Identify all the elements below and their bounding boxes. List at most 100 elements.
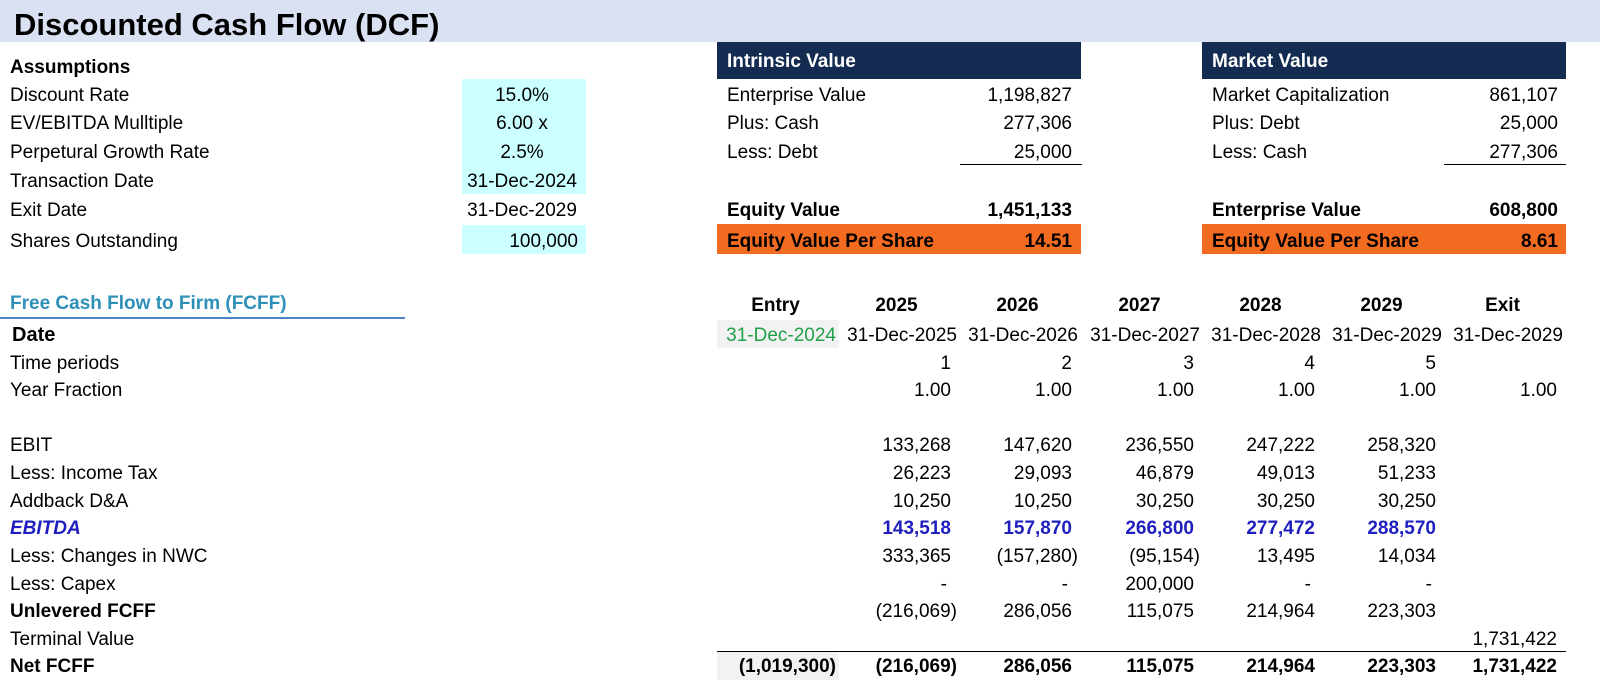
intrinsic-row-label: Plus: Cash [727,113,819,134]
intrinsic-per-share-band [717,224,1081,254]
time-periods-cell: 1 [940,353,951,374]
intrinsic-row-label: Less: Debt [727,142,818,163]
column-header: Exit [1485,295,1520,316]
less-income-tax-cell: 46,879 [1135,463,1194,484]
market-per-share-value: 8.61 [1521,231,1558,252]
input-cell-bg [462,136,586,165]
market-per-share-label: Equity Value Per Share [1212,231,1419,252]
net-fcff-topline [717,651,1566,652]
input-cell-bg [462,79,586,108]
assumption-label: Transaction Date [10,171,154,192]
market-ev-label: Enterprise Value [1212,200,1361,221]
market-row-value: 25,000 [1499,113,1558,134]
ebit-cell: 133,268 [882,435,951,456]
less-income-tax-cell: 29,093 [1013,463,1072,484]
less-changes-in-nwc-label: Less: Changes in NWC [10,546,208,567]
market-row-value: 277,306 [1489,142,1558,163]
intrinsic-row-value: 25,000 [1013,142,1072,163]
terminal-value-label: Terminal Value [10,629,135,650]
net-fcff-cell: 214,964 [1246,656,1315,677]
net-fcff-cell: 1,731,422 [1472,656,1557,677]
ebit-cell: 236,550 [1125,435,1194,456]
unlevered-fcff-cell: 115,075 [1126,601,1194,622]
ebitda-label: EBITDA [10,518,81,539]
addback-d-a-cell: 30,250 [1256,491,1315,512]
unlevered-fcff-cell: 286,056 [1003,601,1072,622]
less-capex-cell: - [1425,574,1432,595]
input-cell-bg [462,225,586,254]
assumption-value: 2.5% [500,142,544,163]
addback-d-a-label: Addback D&A [10,491,129,512]
unlevered-fcff-cell: 214,964 [1246,601,1315,622]
less-income-tax-cell: 26,223 [892,463,951,484]
intrinsic-per-share-label: Equity Value Per Share [727,231,934,252]
ebitda-cell: 277,472 [1246,518,1315,539]
ebitda-cell: 157,870 [1003,518,1072,539]
column-header: 2025 [875,295,918,316]
assumptions-header: Assumptions [10,57,131,78]
market-row-label: Market Capitalization [1212,85,1390,106]
intrinsic-equity-label: Equity Value [727,200,840,221]
column-header: 2028 [1239,295,1282,316]
net-fcff-cell: (1,019,300) [738,656,836,677]
column-header: 2027 [1118,295,1161,316]
terminal-value-cell: 1,731,422 [1472,629,1557,650]
assumption-value: 31-Dec-2024 [467,171,577,192]
column-header: 2029 [1360,295,1403,316]
ebit-cell: 147,620 [1003,435,1072,456]
market-ev-value: 608,800 [1489,200,1558,221]
intrinsic-header: Intrinsic Value [727,51,856,72]
entry-net-shade [717,652,839,680]
date-cell: 31-Dec-2029 [1332,325,1442,346]
unlevered-fcff-label: Unlevered FCFF [10,601,156,622]
intrinsic-header-band [717,42,1081,79]
intrinsic-per-share-value: 14.51 [1024,231,1072,252]
market-row-label: Less: Cash [1212,142,1308,163]
market-header: Market Value [1212,51,1329,72]
less-capex-cell: - [1061,574,1068,595]
ebitda-cell: 288,570 [1367,518,1436,539]
assumption-value: 100,000 [509,231,578,252]
net-fcff-cell: 223,303 [1367,656,1436,677]
less-changes-in-nwc-cell: (95,154) [1129,546,1200,567]
year-fraction-cell: 1.00 [1399,380,1436,401]
entry-date-shade [717,320,839,348]
time-periods-cell: 4 [1304,353,1315,374]
fcff-section-underline [0,317,405,319]
input-cell-bg [462,165,586,194]
intrinsic-row-label: Enterprise Value [727,85,867,106]
less-capex-label: Less: Capex [10,574,116,595]
date-cell: 31-Dec-2028 [1211,325,1321,346]
net-fcff-cell: 286,056 [1003,656,1072,677]
ebitda-cell: 266,800 [1125,518,1194,539]
addback-d-a-cell: 10,250 [1013,491,1072,512]
fcff-section-title: Free Cash Flow to Firm (FCFF) [10,293,287,314]
date-cell: 31-Dec-2024 [726,325,836,346]
less-capex-cell: - [1304,574,1311,595]
page-title: Discounted Cash Flow (DCF) [14,7,440,42]
assumption-value: 15.0% [495,85,549,106]
less-income-tax-cell: 49,013 [1256,463,1315,484]
market-subtotal-line [1444,164,1566,165]
less-changes-in-nwc-cell: 13,495 [1256,546,1315,567]
year-fraction-cell: 1.00 [914,380,951,401]
intrinsic-equity-value: 1,451,133 [987,200,1072,221]
unlevered-fcff-cell: 223,303 [1367,601,1436,622]
less-capex-cell: - [940,574,947,595]
assumption-label: Exit Date [10,200,88,221]
intrinsic-row-value: 277,306 [1003,113,1072,134]
year-fraction-cell: 1.00 [1278,380,1315,401]
less-changes-in-nwc-cell: 14,034 [1377,546,1436,567]
net-fcff-cell: 115,075 [1126,656,1194,677]
date-cell: 31-Dec-2025 [847,325,957,346]
assumption-label: EV/EBITDA Mulltiple [10,113,184,134]
time-periods-cell: 5 [1425,353,1436,374]
year-fraction-cell: 1.00 [1520,380,1557,401]
unlevered-fcff-cell: (216,069) [875,601,957,622]
time-periods-cell: 2 [1061,353,1072,374]
net-fcff-cell: (216,069) [875,656,957,677]
ebit-label: EBIT [10,435,53,456]
input-cell-bg [462,107,586,136]
title-band [0,0,1600,42]
less-changes-in-nwc-cell: (157,280) [996,546,1078,567]
